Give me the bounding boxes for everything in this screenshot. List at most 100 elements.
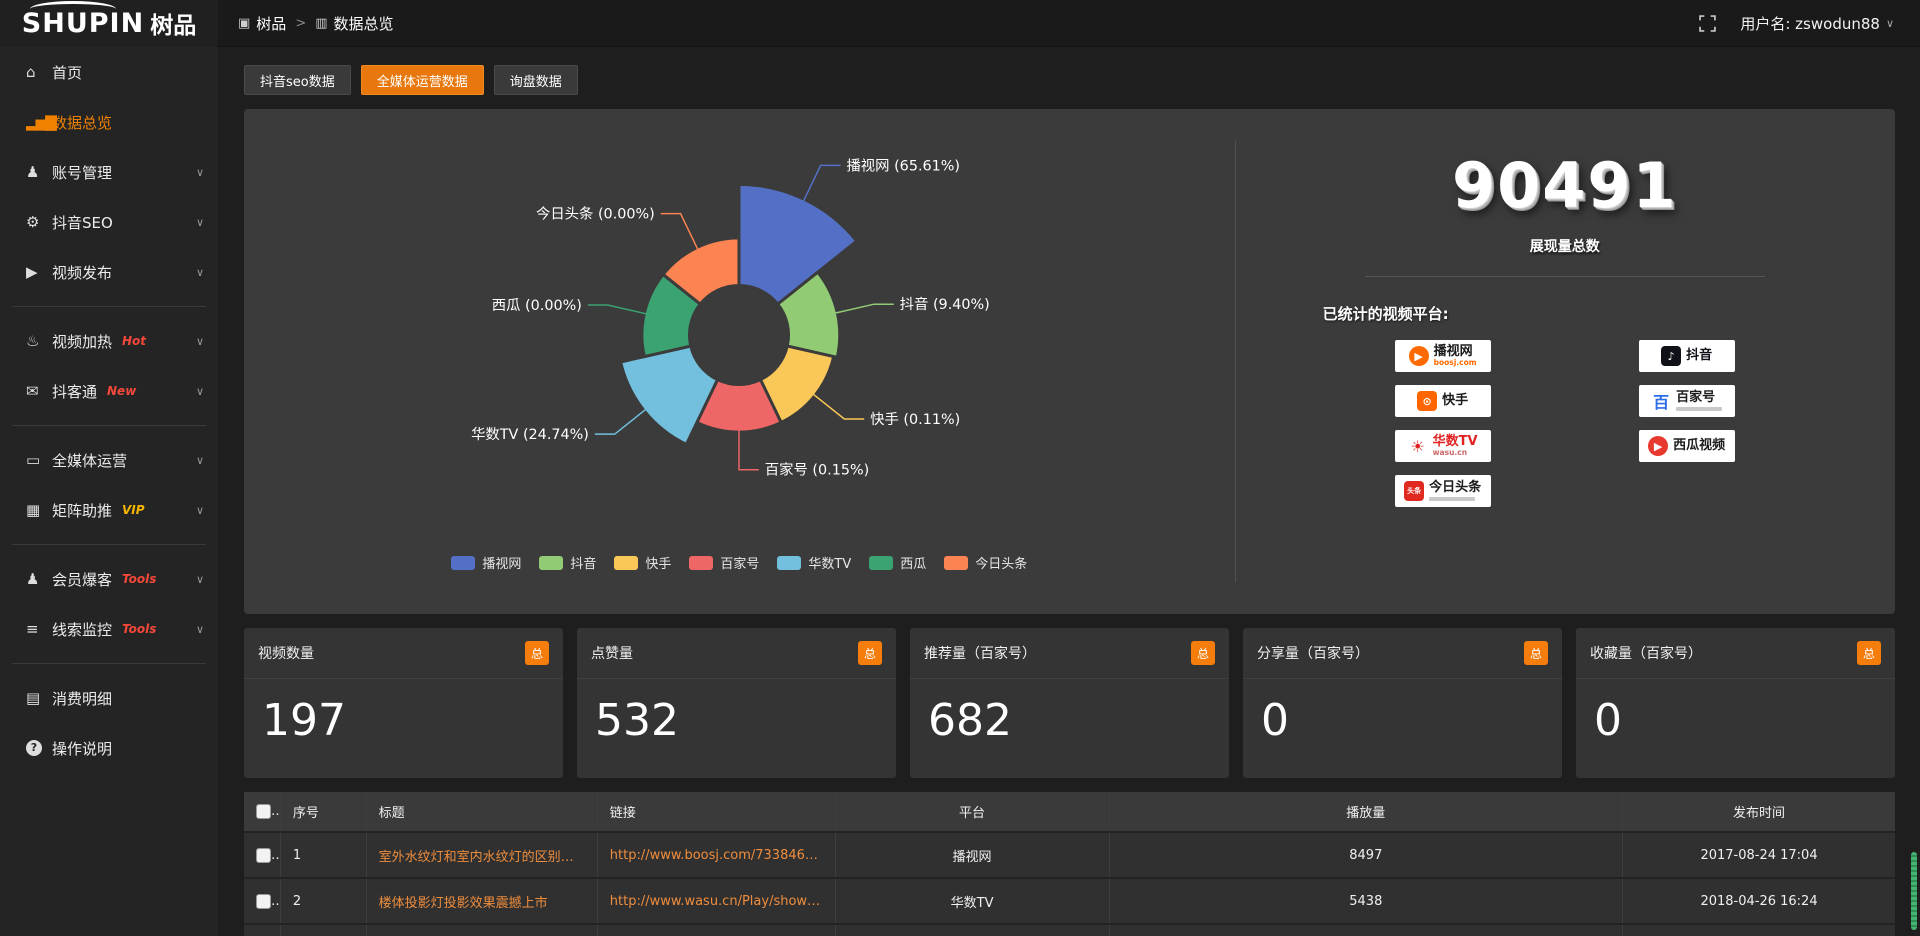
legend-item-播视网[interactable]: 播视网 [451,553,521,572]
cell-time [1622,924,1895,936]
sidebar-item-label: 会员爆客 [52,570,113,589]
cell-link[interactable]: http://www.boosj.com/7338468.html [597,832,836,879]
row-checkbox[interactable] [256,893,271,909]
pie-slice-抖音[interactable] [775,270,842,360]
legend-swatch [539,555,564,570]
pie-label-leader [833,303,895,315]
legend-label: 抖音 [570,557,597,572]
stat-card-title: 视频数量 [258,646,314,662]
sidebar-item-user[interactable]: ♟ 账号管理 ∨ [0,147,218,197]
platform-texts: 百家号 [1676,390,1723,411]
platform-name: 百家号 [1676,390,1716,406]
legend-item-快手[interactable]: 快手 [614,553,671,572]
stat-card-title: 推荐量（百家号） [924,646,1036,662]
sidebar-item-help[interactable]: ? 操作说明 [0,723,218,773]
legend-label: 播视网 [482,557,522,572]
column-header-发布时间: 发布时间 [1622,792,1895,833]
app-logo: SHUPIN 树品 [0,0,218,47]
cell-title[interactable]: 楼体投影灯投影效果震撼上市 [366,878,598,925]
sidebar-item-label: 视频发布 [52,263,113,282]
stat-card-点赞量: 点赞量 总 532 [577,628,896,778]
home-icon: ⌂ [26,63,36,81]
select-all-checkbox[interactable] [256,804,271,819]
sidebar-item-monitor[interactable]: ▭ 全媒体运营 ∨ [0,435,218,485]
platform-logo-mark: 头条 [1404,481,1425,501]
pie-label-leader [811,392,865,420]
chevron-down-icon: ∨ [195,622,204,636]
platform-name: 今日头条 [1429,480,1482,496]
breadcrumb-item[interactable]: ▣ 树品 [238,13,286,34]
sidebar-item-message[interactable]: ✉ 抖客通 New ∨ [0,366,218,416]
platform-logo-mark: ⊙ [1417,391,1438,411]
stat-card-header: 视频数量 总 [244,628,563,679]
sidebar-item-member[interactable]: ♟ 会员爆客 Tools ∨ [0,554,218,604]
pie-slice-西瓜[interactable] [640,272,703,359]
cell-link[interactable] [597,924,836,936]
gear-icon: ⚙ [26,213,39,231]
platform-caption: boosj.com [1433,357,1477,367]
sidebar-item-wallet[interactable]: ▤ 消费明细 [0,673,218,723]
sidebar-item-monitor-leads[interactable]: ≡ 线索监控 Tools ∨ [0,604,218,654]
tab-抖音seo数据[interactable]: 抖音seo数据 [244,65,351,95]
overview-panel: 播视网 (65.61%) 抖音 (9.40%) 快手 (0.11%) 百家号 (0.1… [244,109,1895,614]
cell-time: 2017-08-24 17:04 [1622,832,1895,879]
vertical-scrollbar[interactable] [1911,852,1917,930]
username-label: 用户名: zswodun88 [1740,14,1880,33]
monitor-icon: ▭ [26,451,40,469]
legend-item-抖音[interactable]: 抖音 [539,553,596,572]
stat-card-value: 0 [1261,695,1289,746]
sidebar-item-grid[interactable]: ▦ 矩阵助推 VIP ∨ [0,485,218,535]
sidebar-item-gear[interactable]: ⚙ 抖音SEO ∨ [0,197,218,247]
legend-item-西瓜[interactable]: 西瓜 [869,553,926,572]
sidebar-item-bar-chart[interactable]: ▂▅▇ 数据总览 [0,97,218,147]
tab-询盘数据[interactable]: 询盘数据 [493,65,578,95]
total-impressions-label: 展现量总数 [1529,239,1600,255]
cell-title[interactable] [366,924,598,936]
fullscreen-icon[interactable] [1699,14,1717,32]
data-tabs: 抖音seo数据 全媒体运营数据 询盘数据 [244,65,1895,95]
pie-slice-播视网[interactable] [737,182,860,307]
stat-card-视频数量: 视频数量 总 197 [244,628,563,778]
sidebar-item-video-heat[interactable]: ♨ 视频加热 Hot ∨ [0,316,218,366]
legend-item-今日头条[interactable]: 今日头条 [944,553,1027,572]
header-right: 用户名: zswodun88 ∨ [1699,13,1920,34]
username-menu[interactable]: 用户名: zswodun88 ∨ [1740,13,1894,34]
sidebar-item-home[interactable]: ⌂ 首页 [0,47,218,97]
platform-caption: wasu.cn [1432,447,1468,457]
member-icon: ♟ [26,570,39,588]
legend-swatch [869,555,894,570]
pie-slice-label: 百家号 (0.15%) [765,462,869,479]
pie-slice-华数TV[interactable] [619,344,720,447]
tab-全媒体运营数据[interactable]: 全媒体运营数据 [360,65,484,95]
legend-item-华数TV[interactable]: 华数TV [777,553,851,572]
legend-item-百家号[interactable]: 百家号 [689,553,759,572]
pie-slice-今日头条[interactable] [661,236,741,307]
table-row [244,924,1895,936]
main-content: 抖音seo数据 全媒体运营数据 询盘数据 播视网 (65.61%) 抖音 (9.40%… [218,47,1920,936]
pie-slice-快手[interactable] [758,344,836,425]
stat-cards-row: 视频数量总 197 点赞量总 532 推荐量（百家号）总 682 分享量（百家号）总 0 收藏量… [244,628,1895,778]
table-row: 2 楼体投影灯投影效果震撼上市 http://www.wasu.cn/Play/sh… [244,878,1895,925]
breadcrumb: ▣ 树品 > ▥ 数据总览 [238,13,394,34]
chevron-down-icon: ∨ [195,334,204,348]
chevron-down-icon: ∨ [195,265,204,279]
sidebar-divider [12,306,206,307]
legend-label: 今日头条 [975,557,1028,572]
platform-texts: 快手 [1442,394,1468,408]
row-checkbox[interactable] [256,847,271,863]
column-header-序号: 序号 [280,792,367,833]
pie-slice-百家号[interactable] [695,377,784,434]
breadcrumb-item[interactable]: ▥ 数据总览 [315,13,393,34]
sidebar-item-video-publish[interactable]: ▶ 视频发布 ∨ [0,247,218,297]
logo-cjk-text: 树品 [150,13,197,39]
video-publish-icon: ▶ [26,263,38,281]
platform-texts: 今日头条 [1429,481,1481,501]
sidebar-item-label: 抖客通 [52,382,98,401]
bar-chart-icon: ▂▅▇ [26,113,57,131]
cell-title[interactable]: 室外水纹灯和室内水纹灯的区别和简介 [366,832,598,879]
sidebar-item-badge: New [107,384,137,398]
breadcrumb-label: 树品 [256,14,287,33]
chevron-down-icon: ∨ [195,503,204,517]
cell-link[interactable]: http://www.wasu.cn/Play/show/id/952... [597,878,836,925]
total-badge: 总 [858,641,882,665]
